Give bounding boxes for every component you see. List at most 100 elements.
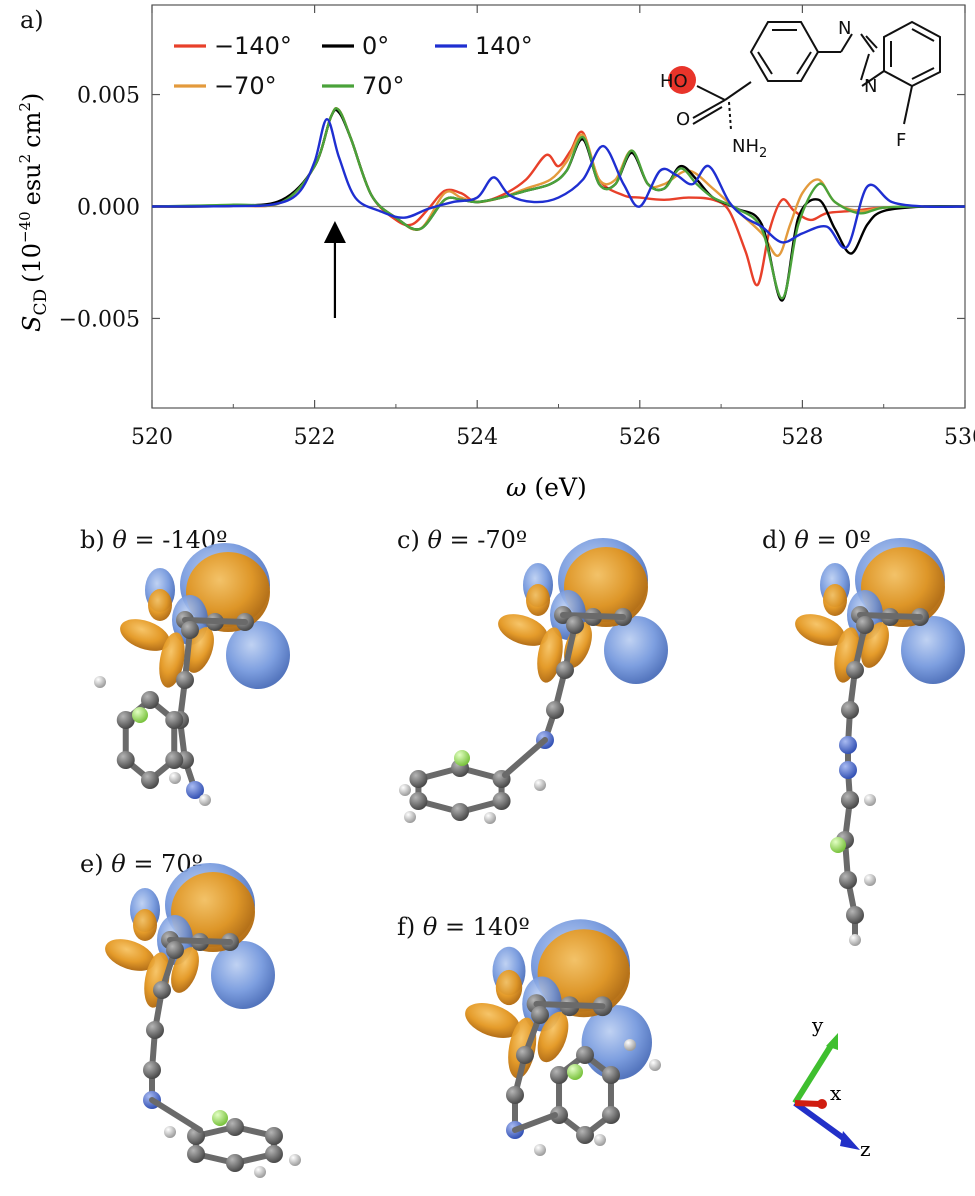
carbon-atom [166,941,184,959]
x-axis-label: ω (eV) [506,473,587,502]
panel-c-title: c) θ = -70º [397,526,527,554]
hydrogen-atom [864,794,876,806]
axis-ticks: 520 522 524 526 528 530 −0.005 0.000 0.005 [59,5,975,450]
molecule-render-c [399,538,668,824]
carbon-atom [846,661,864,679]
cd-spectrum-chart: 520 522 524 526 528 530 −0.005 0.000 0.005 −140°… [16,4,975,502]
carbon-atom [506,1086,524,1104]
mol-n2: N [864,76,877,97]
orbital-lobe-orange [171,947,199,993]
y-axis-arrow [792,1042,835,1105]
carbon-atom [451,803,469,821]
carbon-atom [856,616,874,634]
orbital-lobe-orange [105,939,155,971]
orbital-lobe-orange [159,632,185,688]
carbon-atom [566,616,584,634]
series-line-3 [151,107,966,300]
coordinate-axes: y x z [792,1013,871,1161]
x-tick-label: 520 [131,425,173,450]
bond [512,1112,558,1133]
molecule-render-f [465,919,661,1156]
carbon-atom [226,1154,244,1172]
hydrogen-atom [289,1154,301,1166]
carbon-atom [116,751,135,769]
mol-n1: N [838,18,851,39]
hydrogen-atom [164,1126,176,1138]
x-tick-label: 522 [294,425,336,450]
legend-label-m70: −70° [214,72,277,100]
legend-label-140: 140° [475,32,533,60]
hydrogen-atom [94,676,106,688]
fluorine-atom [212,1110,228,1126]
hydrogen-atom [199,794,211,806]
fluorine-atom [132,707,148,723]
z-axis-arrow [793,1100,848,1143]
orbital-lobe-orange [537,1011,569,1063]
series-line-4 [151,117,966,250]
hydrogen-atom [254,1166,266,1178]
bond [560,612,626,620]
orbital-lobe-orange [133,909,157,941]
hydrogen-atom [404,811,416,823]
hydrogen-atom [849,934,861,946]
nitrogen-atom [186,781,204,799]
bond [182,617,248,625]
x-tick-label: 530 [944,425,975,450]
hydrogen-atom [624,1039,636,1051]
y-tick-label: −0.005 [59,307,140,332]
orbital-lobe-blue [604,616,668,684]
orbital-lobe-orange [495,969,523,1006]
orbital-lobe-orange [795,614,845,646]
phenyl-ring-1 [749,21,820,82]
molecule-render-b [94,543,290,806]
molecule-render-e [105,863,301,1178]
mol-ho: HO [660,71,688,92]
axis-y-label: y [811,1013,824,1037]
carbon-atom [176,671,194,689]
orbital-lobe-orange [148,589,172,621]
orbital-lobe-orange [186,627,214,673]
nitrogen-atom [839,736,857,754]
bond [857,612,923,620]
mol-f: F [896,130,906,151]
carbon-atom [556,661,574,679]
carbon-atom [516,1046,534,1064]
hydrogen-atom [649,1059,661,1071]
orbital-lobe-orange [498,614,548,646]
orbital-lobe-orange [526,584,550,616]
molecule-structure [692,20,941,131]
nitrogen-atom [839,761,857,779]
carbon-atom [846,906,864,924]
hydrogen-atom [534,779,546,791]
x-axis-arrow [794,1100,821,1107]
carbon-atom [601,1066,620,1084]
molecule-render-d [795,538,965,946]
legend-label-m140: −140° [214,32,292,60]
carbon-atom [116,711,135,729]
carbon-atom [143,1061,161,1079]
carbon-atom [576,1046,594,1064]
carbon-atom [841,701,859,719]
legend-label-0: 0° [362,32,389,60]
axis-x-label: x [830,1081,842,1105]
hydrogen-atom [864,874,876,886]
orbital-lobe-blue [581,1005,652,1080]
carbon-atom [181,621,199,639]
orbital-lobe-blue [901,616,965,684]
orbital-lobe-orange [120,619,170,651]
hydrogen-atom [484,812,496,824]
carbon-atom [550,1066,569,1084]
carbon-atom [153,981,171,999]
orbital-lobe-blue [226,621,290,689]
mol-nh2: NH2 [732,136,767,161]
carbon-atom [531,1006,549,1024]
fluorine-atom [830,837,846,853]
carbon-atom [550,1106,569,1124]
hydrogen-atom [594,1134,606,1146]
y-axis-label: SCD(10−40esu2cm2) [16,93,51,332]
hydrogen-atom [534,1144,546,1156]
fluorine-atom [454,750,470,766]
carbon-atom [492,792,511,810]
